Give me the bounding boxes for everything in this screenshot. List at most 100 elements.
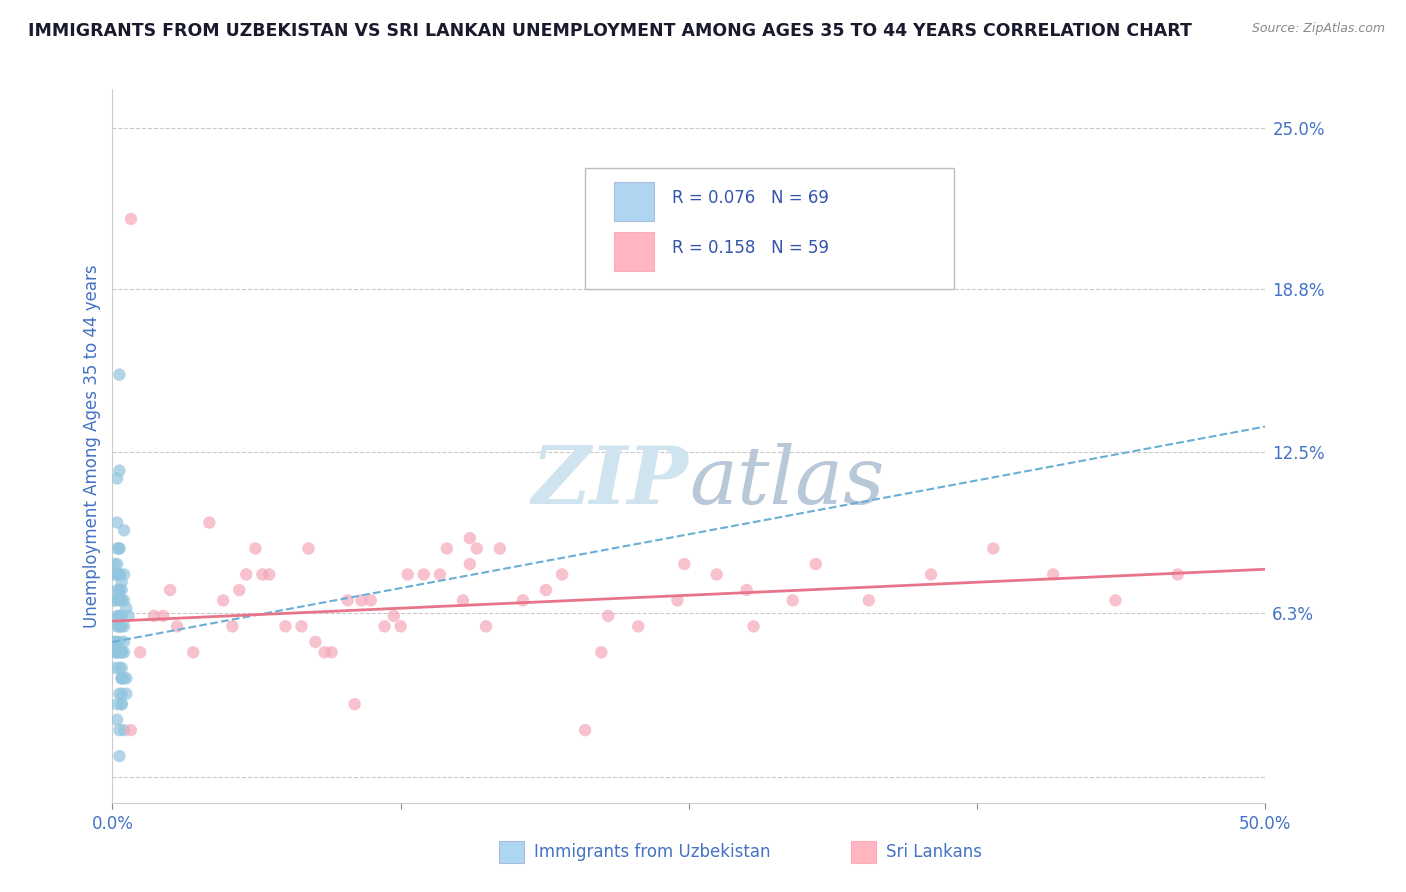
Point xyxy=(112,567,135,582)
Point xyxy=(274,619,297,633)
Point xyxy=(112,723,135,738)
Point xyxy=(111,671,134,685)
Point xyxy=(1167,567,1189,582)
Point xyxy=(314,645,336,659)
Point xyxy=(105,609,128,624)
Point xyxy=(112,619,135,633)
Point xyxy=(598,609,620,624)
Point xyxy=(108,582,131,597)
Point xyxy=(259,567,281,582)
Point xyxy=(105,645,128,659)
Point xyxy=(111,697,134,711)
Point xyxy=(436,541,458,556)
Point xyxy=(108,593,131,607)
Point xyxy=(105,516,128,530)
Point xyxy=(673,557,696,571)
Point xyxy=(120,211,142,226)
Bar xyxy=(614,232,654,271)
Point xyxy=(245,541,267,556)
Point xyxy=(104,567,127,582)
Point xyxy=(111,687,134,701)
Point xyxy=(591,645,613,659)
Point xyxy=(108,723,131,738)
Point xyxy=(396,567,419,582)
Text: R = 0.076   N = 69: R = 0.076 N = 69 xyxy=(672,189,828,207)
Point xyxy=(120,723,142,738)
Point xyxy=(374,619,396,633)
Point xyxy=(627,619,650,633)
Point xyxy=(111,671,134,685)
Point xyxy=(429,567,451,582)
Point xyxy=(512,593,534,607)
Point xyxy=(108,661,131,675)
Point xyxy=(350,593,373,607)
Point xyxy=(297,541,319,556)
Bar xyxy=(614,182,654,221)
Point xyxy=(115,687,138,701)
Point xyxy=(1104,593,1126,607)
Point xyxy=(389,619,412,633)
Point xyxy=(343,697,366,711)
Point xyxy=(104,593,127,607)
Point xyxy=(166,619,188,633)
Point xyxy=(115,601,138,615)
Point xyxy=(221,619,243,633)
Point xyxy=(252,567,274,582)
Point xyxy=(111,671,134,685)
Point xyxy=(475,619,498,633)
Point xyxy=(105,567,128,582)
Point xyxy=(451,593,474,607)
Point xyxy=(105,557,128,571)
Point xyxy=(108,567,131,582)
Point xyxy=(111,593,134,607)
Point xyxy=(804,557,827,571)
Point xyxy=(105,635,128,649)
Point xyxy=(112,524,135,538)
Point xyxy=(104,661,127,675)
Point xyxy=(112,671,135,685)
Point xyxy=(111,697,134,711)
Point xyxy=(108,609,131,624)
Point xyxy=(228,582,250,597)
Point xyxy=(111,582,134,597)
Text: Sri Lankans: Sri Lankans xyxy=(886,843,981,861)
Point xyxy=(104,635,127,649)
Point xyxy=(111,609,134,624)
Text: atlas: atlas xyxy=(689,443,884,520)
Point xyxy=(108,645,131,659)
FancyBboxPatch shape xyxy=(585,168,955,289)
Point xyxy=(108,609,131,624)
Point xyxy=(111,661,134,675)
Point xyxy=(105,582,128,597)
Point xyxy=(290,619,312,633)
Text: Immigrants from Uzbekistan: Immigrants from Uzbekistan xyxy=(534,843,770,861)
Point xyxy=(159,582,181,597)
Point xyxy=(458,557,481,571)
Text: IMMIGRANTS FROM UZBEKISTAN VS SRI LANKAN UNEMPLOYMENT AMONG AGES 35 TO 44 YEARS : IMMIGRANTS FROM UZBEKISTAN VS SRI LANKAN… xyxy=(28,22,1192,40)
Point xyxy=(104,645,127,659)
Point xyxy=(108,619,131,633)
Point xyxy=(360,593,382,607)
Point xyxy=(108,464,131,478)
Point xyxy=(111,645,134,659)
Point xyxy=(412,567,434,582)
Point xyxy=(489,541,512,556)
Point xyxy=(117,609,139,624)
Point xyxy=(111,645,134,659)
Point xyxy=(108,541,131,556)
Point xyxy=(129,645,152,659)
Point xyxy=(104,593,127,607)
Text: R = 0.158   N = 59: R = 0.158 N = 59 xyxy=(672,239,828,257)
Point xyxy=(534,582,557,597)
Point xyxy=(105,645,128,659)
Point xyxy=(212,593,235,607)
Point xyxy=(105,713,128,727)
Point xyxy=(111,619,134,633)
Point xyxy=(336,593,359,607)
Y-axis label: Unemployment Among Ages 35 to 44 years: Unemployment Among Ages 35 to 44 years xyxy=(83,264,101,628)
Point xyxy=(321,645,343,659)
Point xyxy=(920,567,942,582)
Point xyxy=(198,516,221,530)
Point xyxy=(108,619,131,633)
Point xyxy=(235,567,257,582)
